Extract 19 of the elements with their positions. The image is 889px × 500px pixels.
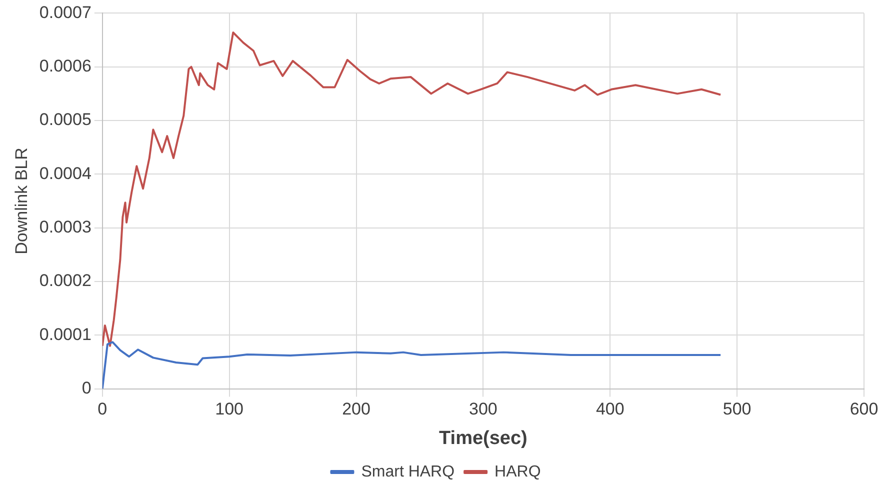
x-axis-title: Time(sec) bbox=[439, 428, 528, 449]
y-axis-title: Downlink BLR bbox=[12, 148, 31, 254]
x-tick-label: 500 bbox=[722, 400, 752, 419]
y-tick-label: 0.0004 bbox=[39, 164, 92, 183]
y-tick-label: 0.0005 bbox=[39, 110, 92, 130]
x-tick-label: 400 bbox=[596, 400, 624, 419]
x-tick-label: 200 bbox=[342, 400, 370, 419]
y-tick-label: 0.0006 bbox=[39, 56, 92, 76]
x-tick-label: 100 bbox=[215, 400, 244, 419]
y-tick-label: 0.0007 bbox=[39, 2, 92, 22]
x-tick-label: 300 bbox=[469, 400, 498, 419]
y-tick-label: 0.0001 bbox=[39, 324, 92, 344]
y-tick-label: 0 bbox=[82, 378, 92, 398]
legend-label: HARQ bbox=[494, 463, 541, 480]
y-tick-label: 0.0002 bbox=[39, 271, 92, 290]
legend-label: Smart HARQ bbox=[361, 463, 455, 480]
x-tick-label: 0 bbox=[98, 400, 108, 419]
y-tick-label: 0.0003 bbox=[39, 218, 92, 237]
x-tick-label: 600 bbox=[850, 400, 878, 419]
